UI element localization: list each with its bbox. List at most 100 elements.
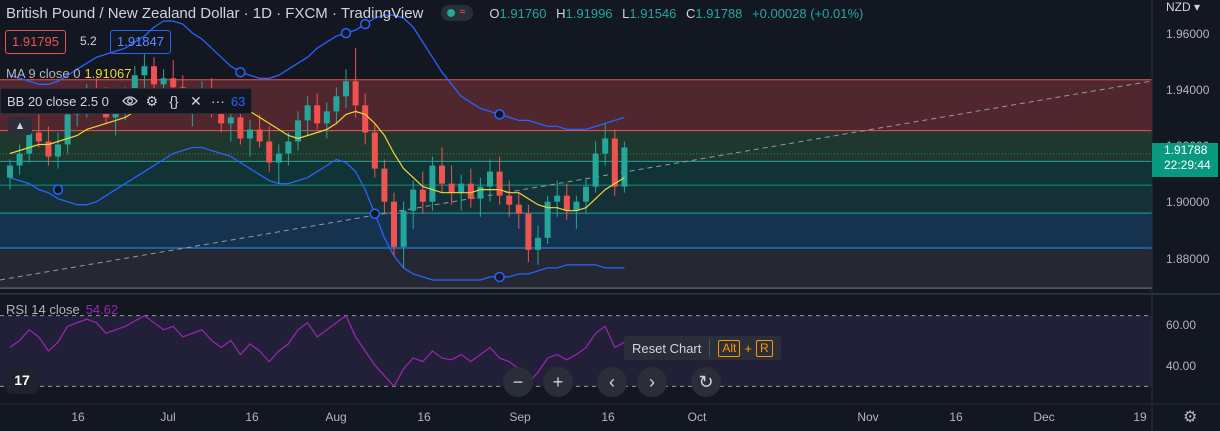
candle [448, 183, 455, 193]
tradingview-logo[interactable]: 17 [6, 366, 38, 394]
candle [439, 165, 445, 184]
price-axis[interactable]: 1.96000 1.94000 1.92000 1.90000 1.88000 … [1152, 0, 1220, 431]
bb-legend[interactable]: BB 20 close 2.5 0 ⚙ {} ✕ ··· 63 [0, 88, 253, 114]
time-tick: Dec [1033, 410, 1055, 424]
scroll-left-button[interactable]: ‹ [597, 367, 627, 397]
price-tick: 1.94000 [1166, 83, 1210, 97]
ma-value: 1.91067 [84, 66, 132, 81]
candle [487, 171, 493, 187]
fib-zone [0, 161, 1152, 186]
candle [16, 153, 23, 166]
candle [352, 81, 359, 106]
candle [544, 201, 551, 238]
zoom-in-button[interactable]: + [543, 367, 573, 397]
candle [400, 210, 407, 247]
buy-button[interactable]: 1.91847 [110, 30, 171, 54]
candle [611, 138, 618, 187]
candle [256, 129, 263, 142]
rsi-band [0, 315, 1152, 387]
ma-legend[interactable]: MA 9 close 0 1.91067 [6, 66, 131, 81]
candle [285, 141, 292, 154]
time-tick: Aug [325, 410, 347, 424]
candle [112, 111, 119, 118]
fib-zone [0, 248, 1152, 289]
candle [467, 183, 474, 199]
candle [554, 195, 561, 202]
rsi-legend[interactable]: RSI 14 close 54.62 [6, 302, 118, 317]
time-tick: 16 [71, 410, 85, 424]
candle [247, 129, 253, 139]
candle [535, 237, 541, 250]
more-icon[interactable]: ··· [210, 93, 225, 109]
candle [343, 81, 349, 97]
close-icon[interactable]: ✕ [190, 92, 202, 109]
time-tick: Oct [687, 410, 707, 424]
candle [295, 120, 301, 142]
candle [227, 117, 234, 124]
chart-settings-icon[interactable]: ⚙ [1183, 409, 1198, 426]
current-price-tag: 1.91788 22:29:44 [1152, 143, 1218, 177]
ohlc-readout: O1.91760 H1.91996 L1.91546 C1.91788 +0.0… [489, 5, 864, 21]
candle [573, 201, 580, 211]
rsi-value: 54.62 [85, 302, 119, 317]
candle [55, 144, 61, 157]
drawing-anchor-icon [359, 18, 371, 30]
drawing-anchor-icon [340, 27, 352, 39]
candle [583, 186, 589, 202]
drawing-anchor-icon [52, 184, 64, 195]
price-tick: 1.88000 [1166, 252, 1210, 266]
fib-zone [0, 130, 1152, 162]
candle [304, 105, 311, 121]
time-tick: 16 [949, 410, 963, 424]
time-tick: Jul [160, 410, 176, 424]
candle [218, 111, 225, 124]
candle [410, 189, 417, 211]
candle [371, 132, 378, 169]
time-tick: Nov [857, 410, 879, 424]
candle [429, 165, 436, 202]
zoom-out-button[interactable]: − [503, 367, 533, 397]
bar-countdown: 22:29:44 [1164, 158, 1211, 172]
trend-line [0, 80, 1151, 281]
candle [151, 66, 157, 85]
candle [160, 78, 167, 85]
rsi-label: RSI 14 close [6, 302, 80, 317]
time-tick: 16 [417, 410, 431, 424]
settings-icon[interactable]: ⚙ [145, 92, 159, 109]
chart-header: British Pound / New Zealand Dollar · 1D … [6, 3, 869, 23]
symbol-title[interactable]: British Pound / New Zealand Dollar · 1D … [6, 4, 424, 22]
scroll-right-button[interactable]: › [637, 367, 667, 397]
drawing-anchor-icon [494, 271, 505, 283]
currency-selector[interactable]: NZD ▾ [1166, 0, 1201, 14]
candle [323, 111, 330, 124]
candle [515, 204, 522, 214]
candle [64, 114, 71, 145]
source-code-icon[interactable]: {} [169, 93, 179, 109]
candle [592, 153, 599, 187]
candle [26, 132, 33, 154]
candle [381, 168, 388, 202]
rsi-tick: 60.00 [1166, 318, 1197, 332]
candle [141, 66, 148, 76]
candle [621, 147, 628, 187]
bb-lower-band [9, 146, 625, 281]
eye-icon[interactable] [119, 91, 141, 111]
bb-label: BB 20 close 2.5 0 [7, 93, 109, 109]
time-tick: 19 [1133, 410, 1147, 424]
sell-button[interactable]: 1.91795 [5, 30, 66, 54]
shortcut-key-r: R [755, 339, 773, 357]
ma-label: MA 9 close 0 [6, 66, 81, 81]
drawing-anchor-icon [235, 66, 246, 78]
candle [314, 105, 321, 124]
collapse-legend-icon[interactable]: ▲ [8, 117, 32, 135]
bb-value: 63 [230, 93, 246, 109]
candle [506, 195, 513, 205]
candle [477, 186, 484, 199]
time-tick: Sep [509, 410, 531, 424]
candle [7, 165, 13, 178]
market-status-icon[interactable]: ≈ [441, 5, 474, 21]
candle [131, 75, 138, 94]
time-tick: 16 [245, 410, 259, 424]
reset-chart-button[interactable]: ↻ [691, 367, 721, 397]
